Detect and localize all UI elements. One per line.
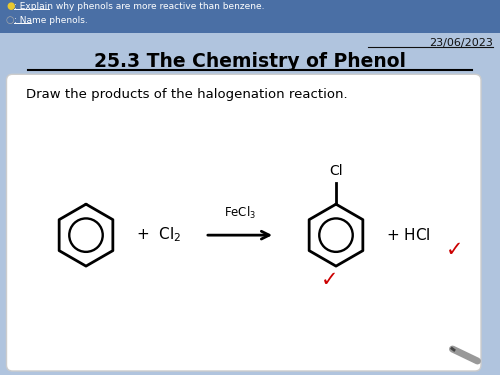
- Text: $+$ HCl: $+$ HCl: [386, 227, 430, 243]
- Text: Draw the products of the halogenation reaction.: Draw the products of the halogenation re…: [26, 88, 347, 101]
- Text: ✓: ✓: [446, 240, 464, 260]
- Text: : Explain why phenols are more reactive than benzene.: : Explain why phenols are more reactive …: [14, 2, 264, 11]
- Text: FeCl$_3$: FeCl$_3$: [224, 205, 256, 221]
- Text: 23/06/2023: 23/06/2023: [428, 38, 492, 48]
- FancyBboxPatch shape: [6, 74, 481, 371]
- Text: $+$  Cl$_2$: $+$ Cl$_2$: [136, 226, 181, 245]
- Text: ○: ○: [6, 15, 14, 26]
- Text: 25.3 The Chemistry of Phenol: 25.3 The Chemistry of Phenol: [94, 52, 406, 71]
- Text: ●: ●: [6, 2, 14, 11]
- Text: ✓: ✓: [321, 270, 339, 290]
- Text: : Name phenols.: : Name phenols.: [14, 16, 88, 25]
- FancyBboxPatch shape: [0, 0, 500, 33]
- Text: Cl: Cl: [329, 164, 343, 178]
